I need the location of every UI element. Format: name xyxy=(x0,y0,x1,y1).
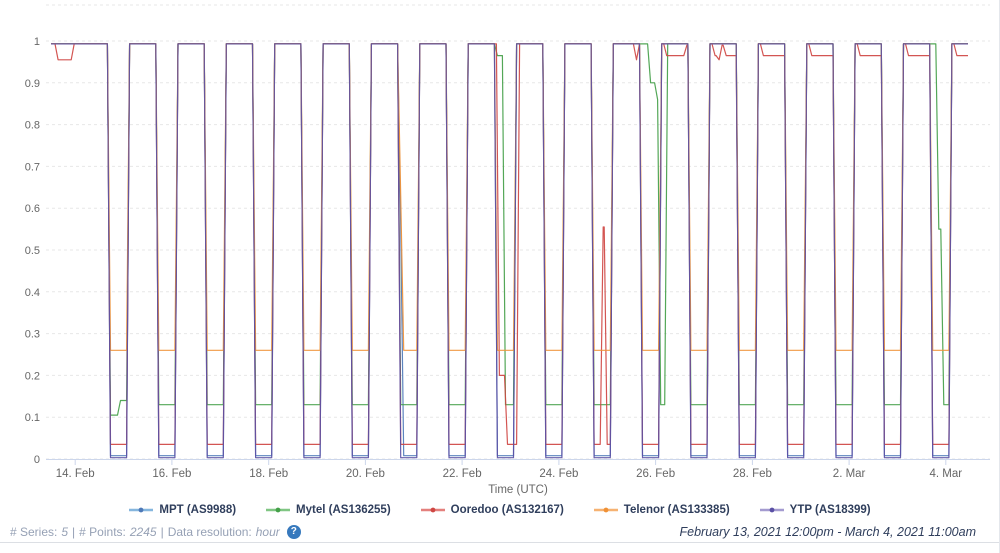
y-axis-tick-label: 0.4 xyxy=(25,287,40,299)
x-axis-tick-label: 24. Feb xyxy=(539,468,578,480)
series-line-ytp[interactable] xyxy=(51,43,968,459)
y-axis-tick-label: 0 xyxy=(34,454,40,466)
y-axis-tick-label: 1 xyxy=(34,36,40,48)
series-count-label: # Series: xyxy=(10,524,58,539)
legend-label-mytel: Mytel (AS136255) xyxy=(296,504,391,516)
legend-label-telenor: Telenor (AS133385) xyxy=(623,504,730,516)
points-count-label: # Points: xyxy=(79,524,126,539)
x-axis-title: Time (UTC) xyxy=(488,484,548,496)
legend-marker-ytp-icon xyxy=(759,507,784,513)
x-axis-tick-label: 20. Feb xyxy=(346,468,385,480)
x-axis-tick-label: 18. Feb xyxy=(249,468,288,480)
points-count-value: 2245 xyxy=(129,524,157,539)
legend-label-ooredoo: Ooredoo (AS132167) xyxy=(450,504,564,516)
legend-marker-telenor-icon xyxy=(593,507,618,513)
legend-item-mytel[interactable]: Mytel (AS136255) xyxy=(266,504,391,516)
y-axis-tick-label: 0.5 xyxy=(25,245,40,257)
chart-footer: # Series: 5 | # Points: 2245 | Data reso… xyxy=(0,521,999,543)
legend-label-mpt: MPT (AS9988) xyxy=(159,504,237,516)
legend-item-telenor[interactable]: Telenor (AS133385) xyxy=(593,504,730,516)
stats-separator: | xyxy=(72,524,76,539)
legend-marker-mpt-icon xyxy=(129,507,154,513)
legend-marker-mytel-icon xyxy=(266,507,291,513)
resolution-label: Data resolution: xyxy=(167,524,252,539)
y-axis-tick-label: 0.8 xyxy=(25,120,40,132)
x-axis-tick-label: 2. Mar xyxy=(833,468,866,480)
legend-label-ytp: YTP (AS18399) xyxy=(789,504,871,516)
series-count-value: 5 xyxy=(61,524,69,539)
chart-legend: MPT (AS9988) Mytel (AS136255) Ooredoo (AS1… xyxy=(0,499,999,521)
x-axis-tick-label: 16. Feb xyxy=(152,468,191,480)
legend-marker-ooredoo-icon xyxy=(420,507,445,513)
legend-item-ooredoo[interactable]: Ooredoo (AS132167) xyxy=(420,504,564,516)
timeseries-chart[interactable]: 0 0.1 0.2 0.3 0.4 0.5 0.6 0.7 0.8 0.9 1 14. Feb 16. … xyxy=(0,0,999,500)
series-line-ooredoo[interactable] xyxy=(51,43,968,445)
y-axis-tick-label: 0.7 xyxy=(25,161,40,173)
resolution-value: hour xyxy=(255,524,280,539)
x-axis-tick-label: 14. Feb xyxy=(56,468,95,480)
date-range: February 13, 2021 12:00pm - March 4, 202… xyxy=(679,524,976,539)
legend-item-ytp[interactable]: YTP (AS18399) xyxy=(759,504,871,516)
y-axis-tick-label: 0.3 xyxy=(25,329,40,341)
y-axis-tick-label: 0.6 xyxy=(25,203,40,215)
series-line-mytel[interactable] xyxy=(51,43,968,416)
help-icon[interactable]: ? xyxy=(286,524,301,539)
legend-item-mpt[interactable]: MPT (AS9988) xyxy=(129,504,236,516)
x-axis-tick-label: 4. Mar xyxy=(930,468,963,480)
y-axis-tick-label: 0.9 xyxy=(25,78,40,90)
stats-separator: | xyxy=(160,524,164,539)
y-axis-tick-label: 0.1 xyxy=(25,412,40,424)
chart-svg: 0 0.1 0.2 0.3 0.4 0.5 0.6 0.7 0.8 0.9 1 14. Feb 16. … xyxy=(25,4,990,496)
x-axis-tick-label: 22. Feb xyxy=(443,468,482,480)
x-axis-tick-label: 26. Feb xyxy=(636,468,675,480)
x-axis-tick-label: 28. Feb xyxy=(733,468,772,480)
y-axis-tick-label: 0.2 xyxy=(25,370,40,382)
chart-stats: # Series: 5 | # Points: 2245 | Data reso… xyxy=(10,524,301,539)
series-line-telenor[interactable] xyxy=(51,43,968,351)
